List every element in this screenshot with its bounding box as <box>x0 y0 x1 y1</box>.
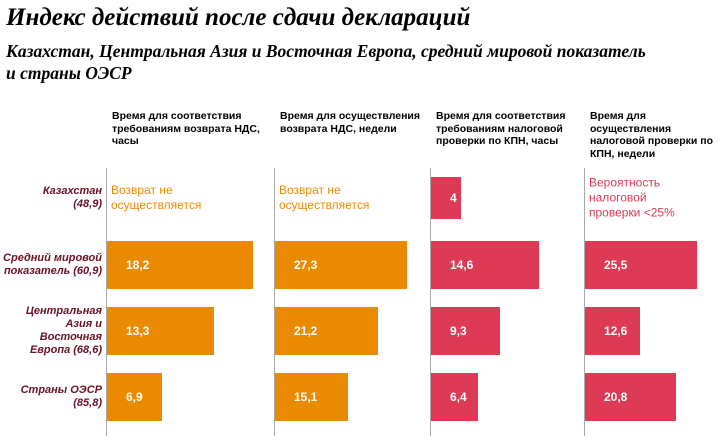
bar <box>107 307 214 355</box>
row-label: Казахстан (48,9) <box>42 185 102 210</box>
column-header: Время для осуществления налоговой провер… <box>590 110 714 160</box>
bar <box>275 307 378 355</box>
axis-line <box>274 168 275 436</box>
no-data-note: Возврат не осуществляется <box>111 183 202 212</box>
bar-value-label: 27,3 <box>294 258 318 272</box>
bar <box>431 307 500 355</box>
bar-value-label: 6,9 <box>126 390 143 404</box>
bar-value-label: 12,6 <box>604 324 628 338</box>
row-label: Страны ОЭСР (85,8) <box>20 384 102 409</box>
chart-title: Индекс действий после сдачи деклараций <box>6 4 471 31</box>
bar <box>107 241 253 289</box>
bar-value-label: 18,2 <box>126 258 150 272</box>
bar-value-label: 6,4 <box>450 390 467 404</box>
axis-line <box>430 168 431 436</box>
bar <box>585 307 640 355</box>
bar <box>275 373 348 421</box>
bar-value-label: 25,5 <box>604 258 628 272</box>
no-data-note: Вероятность налоговой проверки <25% <box>589 175 675 220</box>
bar-value-label: 4 <box>450 191 457 205</box>
column-header: Время для соответствия требованиям возвр… <box>112 110 260 147</box>
bar-value-label: 15,1 <box>294 390 318 404</box>
bar-value-label: 9,3 <box>450 324 467 338</box>
bar-value-label: 20,8 <box>604 390 628 404</box>
bar-value-label: 14,6 <box>450 258 474 272</box>
bar <box>585 241 697 289</box>
bar <box>585 373 676 421</box>
bar <box>275 241 407 289</box>
bar <box>431 373 478 421</box>
bar <box>107 373 162 421</box>
bar-value-label: 21,2 <box>294 324 318 338</box>
row-label: Центральная Азия и Восточная Европа (68,6) <box>25 305 102 356</box>
row-label: Средний мировой показатель (60,9) <box>3 252 102 277</box>
column-header: Время для осуществления возврата НДС, не… <box>280 110 420 135</box>
axis-line <box>106 168 107 436</box>
bar <box>431 241 539 289</box>
bar-value-label: 13,3 <box>126 324 150 338</box>
no-data-note: Возврат не осуществляется <box>279 183 370 212</box>
column-header: Время для соответствия требованиям налог… <box>436 110 566 147</box>
chart-subtitle: Казахстан, Центральная Азия и Восточная … <box>6 41 646 83</box>
bar <box>431 177 461 219</box>
axis-line <box>584 168 585 436</box>
